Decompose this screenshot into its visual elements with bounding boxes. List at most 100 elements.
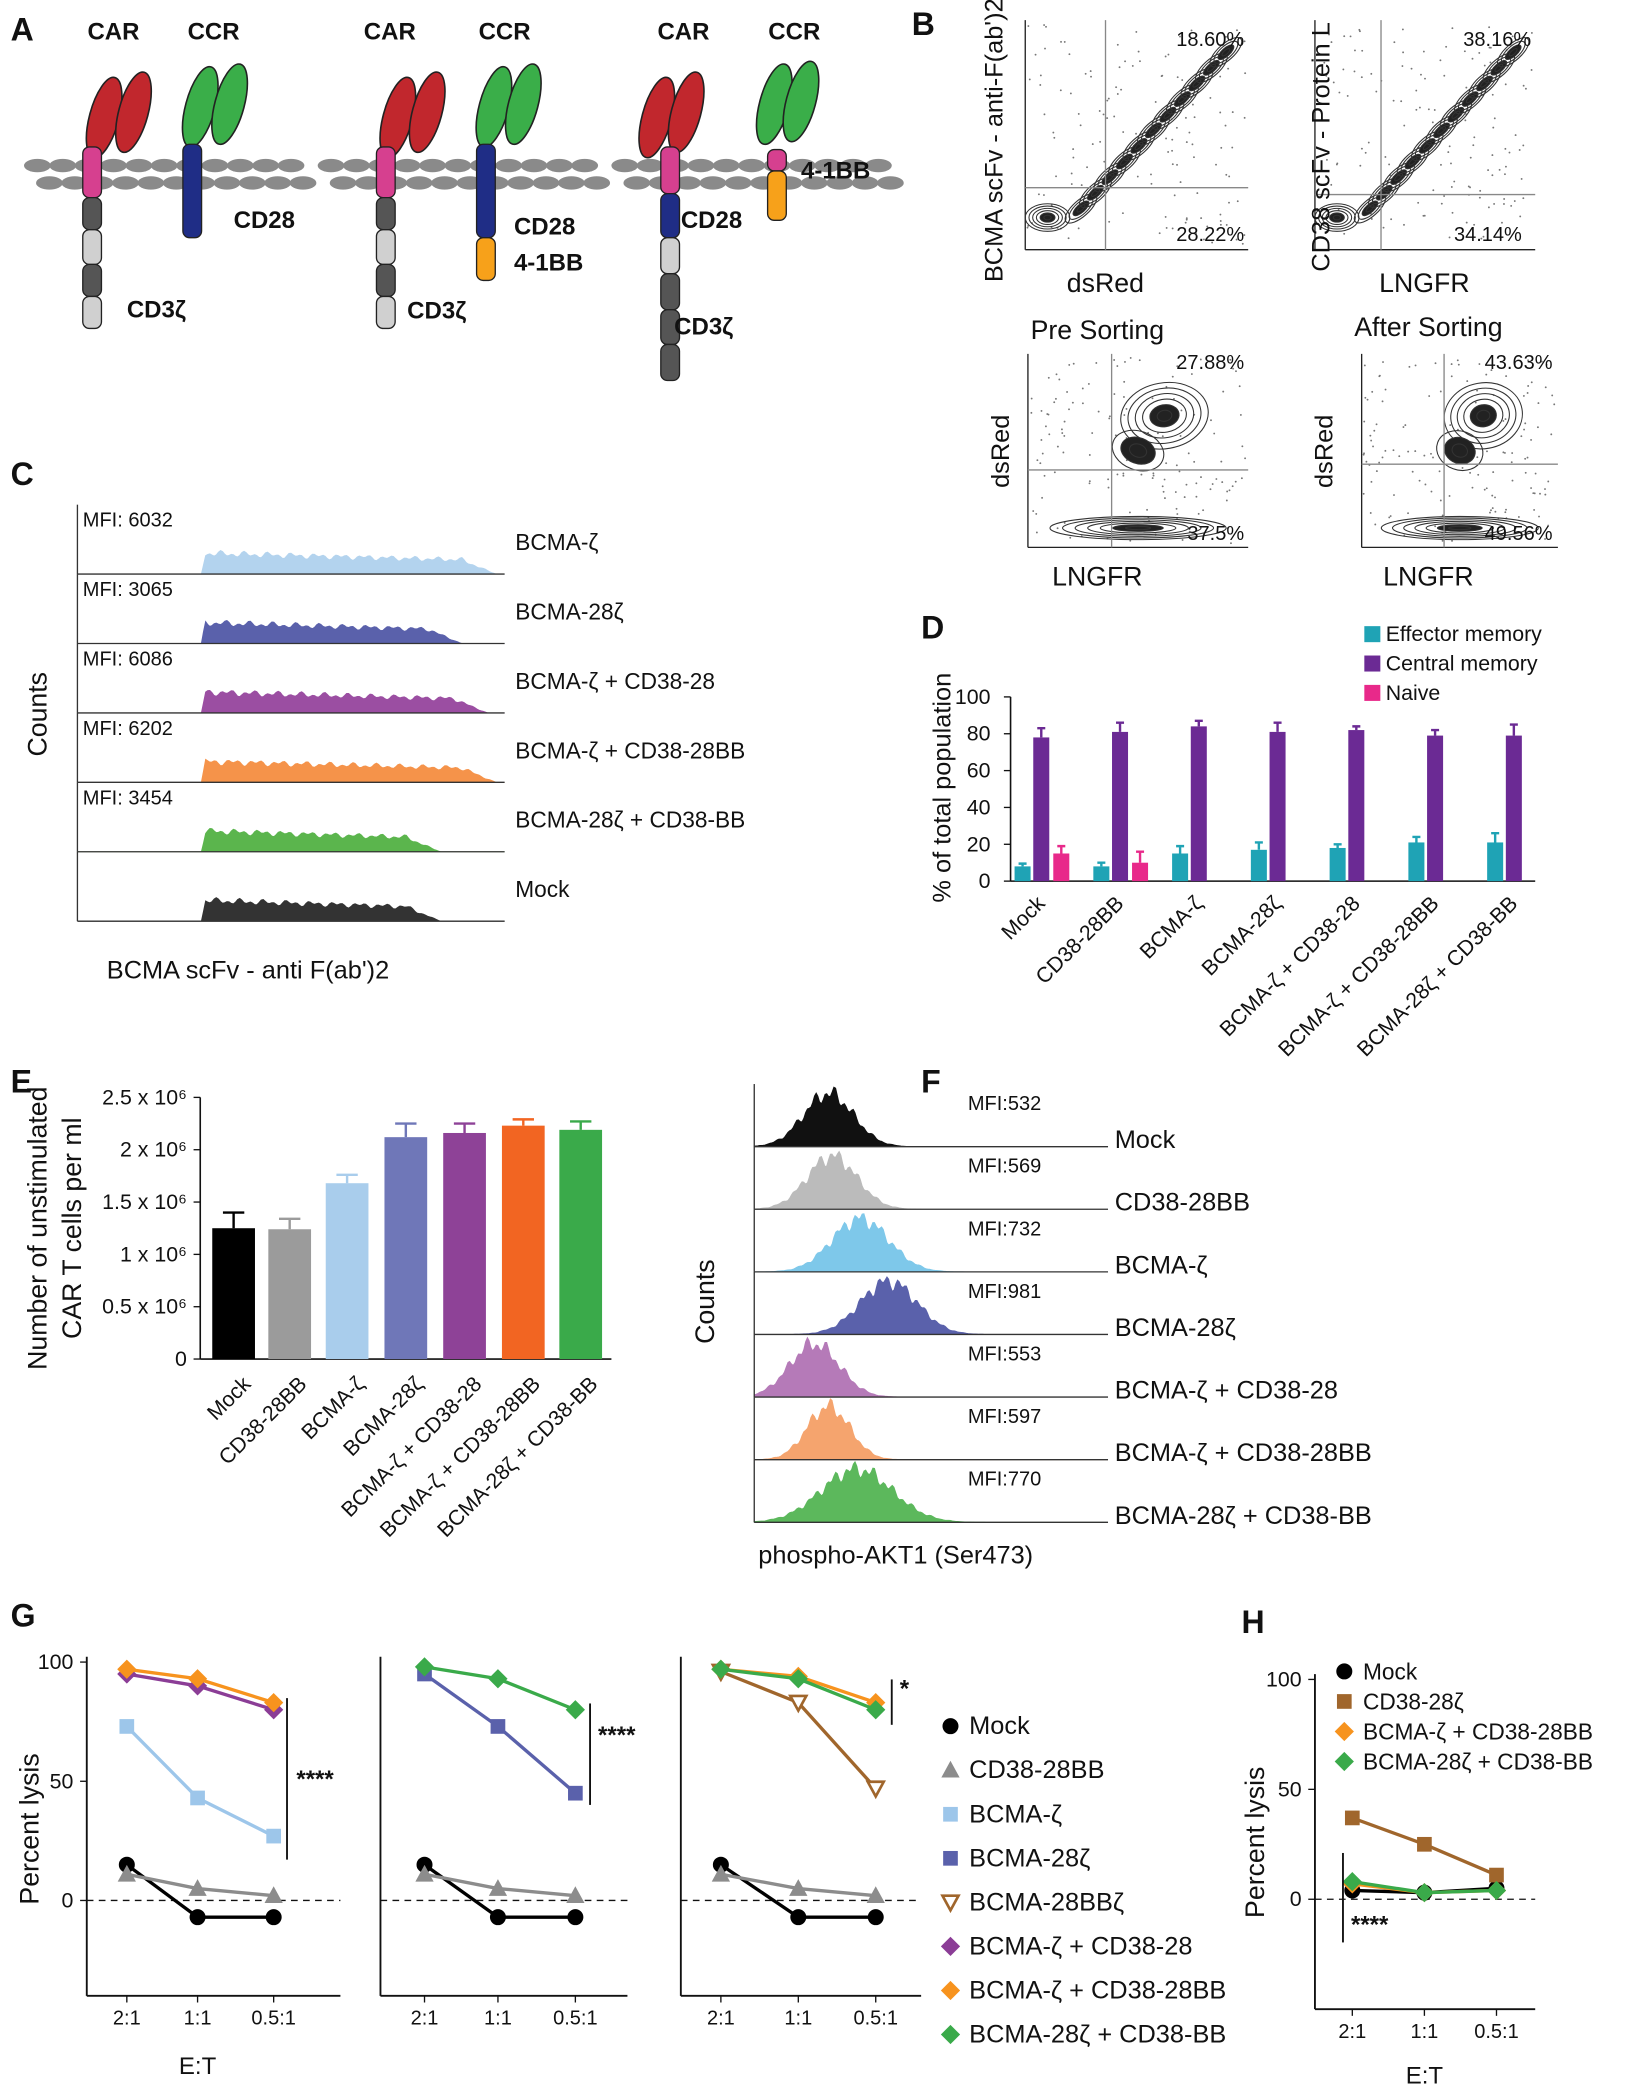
event-dot xyxy=(1056,527,1059,530)
event-dot xyxy=(1370,72,1373,75)
event-dot xyxy=(1072,156,1075,159)
event-dot xyxy=(1228,175,1231,178)
event-dot xyxy=(1441,514,1444,517)
event-dot xyxy=(1176,76,1179,79)
event-dot xyxy=(1440,163,1442,166)
event-dot xyxy=(1330,183,1333,186)
membrane xyxy=(814,158,842,173)
event-dot xyxy=(1415,108,1418,111)
membrane xyxy=(826,176,854,190)
event-dot xyxy=(1068,363,1071,366)
binding-domain xyxy=(504,63,542,146)
domain-label: CD3ζ xyxy=(674,314,733,341)
event-dot xyxy=(1498,168,1501,171)
event-dot xyxy=(1520,178,1523,180)
membrane xyxy=(405,176,433,190)
x-tick-label: 2:1 xyxy=(411,2008,439,2030)
event-dot xyxy=(1202,238,1205,241)
series-line xyxy=(125,1725,275,1838)
event-dot xyxy=(1483,488,1486,491)
domain xyxy=(82,229,103,266)
legend-label: BCMA-ζ xyxy=(969,1800,1062,1828)
event-dot xyxy=(1537,402,1540,405)
mfi-label: MFI:553 xyxy=(968,1344,1041,1366)
membrane xyxy=(571,158,599,173)
error-bar xyxy=(1037,727,1046,738)
membrane xyxy=(545,158,573,173)
event-dot xyxy=(1040,409,1043,412)
event-dot xyxy=(1486,450,1488,453)
quadrant-percent: 49.56% xyxy=(1485,523,1553,545)
event-dot xyxy=(1362,492,1365,495)
event-dot xyxy=(1471,57,1474,60)
event-dot xyxy=(1492,126,1495,129)
event-dot xyxy=(1121,212,1124,215)
event-dot xyxy=(1503,33,1506,36)
y-tick-label: 0.5 x 10⁶ xyxy=(102,1295,187,1319)
membrane xyxy=(112,176,139,190)
bar xyxy=(1053,853,1070,882)
legend-label: BCMA-28ζ + CD38-BB xyxy=(969,2021,1226,2049)
membrane xyxy=(61,176,89,190)
domain xyxy=(766,148,787,172)
event-dot xyxy=(1431,121,1434,124)
data-point xyxy=(711,1659,731,1679)
membrane xyxy=(507,176,534,190)
histogram xyxy=(753,1398,1109,1461)
event-dot xyxy=(1349,35,1352,38)
event-dot xyxy=(1060,428,1063,431)
error-bar xyxy=(1273,721,1282,732)
event-dot xyxy=(1225,173,1228,176)
plot-title: After Sorting xyxy=(1354,312,1502,342)
error-bar xyxy=(1431,728,1440,736)
event-dot xyxy=(1185,218,1188,221)
contour xyxy=(1403,519,1517,537)
data-point xyxy=(1486,1880,1507,1901)
event-dot xyxy=(1513,200,1516,202)
event-dot xyxy=(1098,110,1101,112)
event-dot xyxy=(1183,496,1186,499)
event-dot xyxy=(1070,172,1073,175)
event-dot xyxy=(1193,156,1195,159)
event-dot xyxy=(1491,154,1494,157)
event-dot xyxy=(1068,53,1071,56)
data-point xyxy=(264,1692,284,1713)
data-point xyxy=(567,1909,584,1926)
event-dot xyxy=(1530,438,1533,441)
event-dot xyxy=(1359,164,1362,167)
event-dot xyxy=(1523,428,1526,431)
event-dot xyxy=(1483,64,1486,67)
domain xyxy=(766,170,787,221)
contour xyxy=(1414,520,1506,536)
legend-label: Effector memory xyxy=(1386,622,1542,646)
membrane xyxy=(277,158,305,173)
data-point xyxy=(488,1669,508,1689)
data-point xyxy=(488,1879,508,1896)
event-dot xyxy=(1361,49,1364,52)
event-dot xyxy=(1473,223,1476,226)
event-dot xyxy=(1448,236,1451,239)
event-dot xyxy=(1200,217,1203,220)
event-dot xyxy=(1551,394,1554,397)
event-dot xyxy=(1202,509,1205,512)
event-dot xyxy=(1044,47,1046,50)
event-dot xyxy=(1414,364,1417,367)
contour xyxy=(1032,207,1063,228)
event-dot xyxy=(1384,156,1387,158)
event-dot xyxy=(1161,485,1164,488)
bar xyxy=(443,1132,486,1360)
event-dot xyxy=(1239,413,1242,416)
event-dot xyxy=(1489,61,1492,64)
error-bar xyxy=(1352,725,1361,731)
membrane xyxy=(329,176,357,190)
event-dot xyxy=(1226,490,1229,493)
membrane xyxy=(317,158,345,173)
event-dot xyxy=(1451,539,1453,542)
y-tick-label: 2 x 10⁶ xyxy=(120,1138,187,1162)
event-dot xyxy=(1099,140,1102,143)
data-point xyxy=(489,1909,506,1926)
event-dot xyxy=(1036,459,1039,462)
y-tick-label: 50 xyxy=(50,1769,74,1793)
contour xyxy=(1111,429,1165,472)
y-tick-label: 1 x 10⁶ xyxy=(120,1242,187,1266)
